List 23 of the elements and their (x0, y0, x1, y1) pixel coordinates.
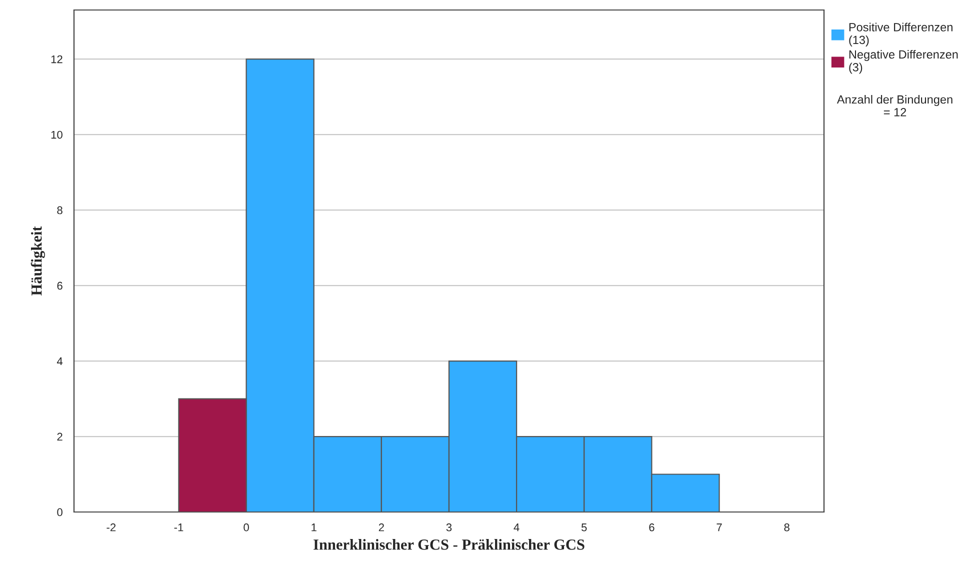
y-tick-label: 6 (57, 282, 62, 290)
y-axis-title: Häufigkeit (30, 226, 45, 296)
x-tick-label: 0 (244, 523, 249, 532)
y-tick-label: 2 (57, 432, 62, 441)
x-tick-label: 3 (446, 523, 452, 532)
y-tick-label: 12 (51, 55, 62, 64)
x-tick-label: -2 (106, 523, 116, 532)
x-tick-label: -1 (174, 524, 184, 532)
text: Anzahl der Bindungen = 12 (836, 95, 952, 116)
x-tick-label: 5 (581, 524, 587, 532)
legend-label: Negative Differenzen (3) (849, 50, 958, 74)
x-tick-label: 4 (514, 524, 520, 532)
legend-label: Positive Differenzen (13) (849, 22, 952, 46)
y-tick-label: 8 (57, 206, 62, 214)
x-axis-title: Innerklinischer GCS - Präklinischer GCS (314, 539, 584, 550)
y-tick-label: 0 (57, 508, 62, 516)
x-tick-label: 6 (649, 523, 654, 532)
x-tick-label: 1 (312, 524, 316, 532)
x-tick-label: 8 (784, 523, 790, 532)
y-tick-label: 4 (56, 357, 63, 366)
x-tick-label: 7 (716, 524, 722, 532)
x-tick-label: 2 (378, 523, 384, 532)
y-tick-label: 10 (51, 130, 62, 139)
